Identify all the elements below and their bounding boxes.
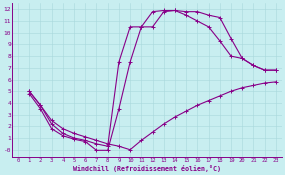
X-axis label: Windchill (Refroidissement éolien,°C): Windchill (Refroidissement éolien,°C) [73,164,221,172]
